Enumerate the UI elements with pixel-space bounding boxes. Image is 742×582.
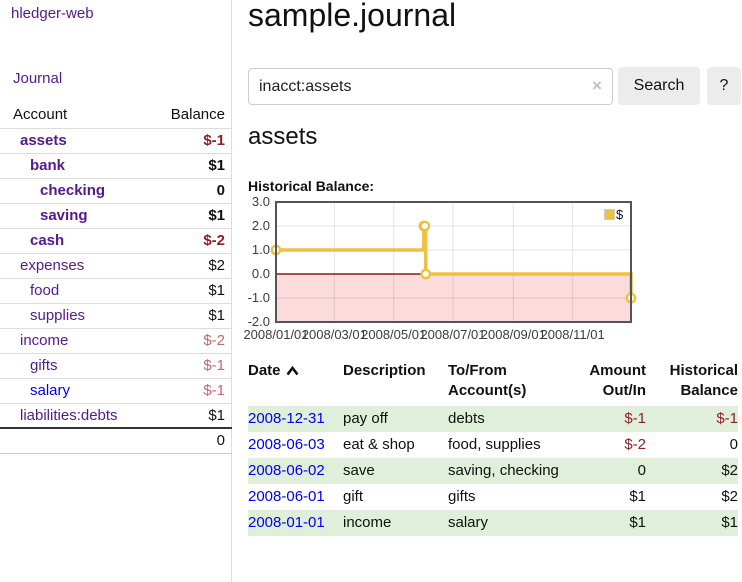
transaction-date-link[interactable]: 2008-01-01: [248, 514, 325, 531]
account-row: supplies $1: [0, 303, 232, 329]
account-row: gifts $-1: [0, 353, 232, 379]
accounts-header-account: Account: [0, 102, 148, 129]
legend-label: $: [616, 207, 624, 222]
account-balance: $-1: [148, 353, 232, 379]
account-row: bank $1: [0, 153, 232, 179]
account-link-income[interactable]: income: [20, 332, 69, 349]
nav-journal-link[interactable]: Journal: [13, 70, 63, 87]
register-header-balance: Historical Balance: [669, 362, 738, 399]
chart-legend: $: [604, 207, 623, 222]
transaction-accounts: debts: [448, 410, 485, 427]
transaction-description: gift: [343, 488, 364, 505]
help-button[interactable]: ?: [707, 67, 741, 105]
account-row: expenses $2: [0, 253, 232, 279]
account-link-supplies[interactable]: supplies: [30, 307, 86, 324]
register-row: 2008-06-01 gift gifts $1 $2: [248, 484, 738, 510]
chart-point-marker: [420, 268, 432, 280]
register-header-description: Description: [343, 362, 426, 379]
transaction-description: save: [343, 462, 375, 479]
accounts-total-balance: 0: [148, 427, 232, 454]
account-balance: $-2: [148, 328, 232, 354]
sort-ascending-icon: [285, 365, 299, 376]
accounts-table: Account Balance assets $-1 bank $1 check…: [0, 102, 232, 454]
register-header-accounts: To/From Account(s): [448, 362, 527, 399]
transaction-amount: $-1: [624, 410, 646, 427]
account-balance: $1: [148, 153, 232, 179]
chart-negative-region: [276, 274, 631, 322]
transaction-amount: 0: [637, 462, 646, 479]
account-row: saving $1: [0, 203, 232, 229]
register-row: 2008-01-01 income salary $1 $1: [248, 510, 738, 536]
transaction-description: eat & shop: [343, 436, 415, 453]
chart-title: Historical Balance:: [248, 178, 375, 194]
account-balance: $1: [148, 303, 232, 329]
transaction-balance: $2: [721, 462, 738, 479]
account-balance: $-2: [148, 228, 232, 254]
account-link-food[interactable]: food: [30, 282, 60, 299]
account-page-title: assets: [248, 123, 318, 150]
search-input[interactable]: [248, 68, 613, 105]
account-link-gifts[interactable]: gifts: [30, 357, 58, 374]
transaction-date-link[interactable]: 2008-06-02: [248, 462, 325, 479]
account-link-bank[interactable]: bank: [30, 157, 66, 174]
transaction-date-link[interactable]: 2008-06-03: [248, 436, 325, 453]
transaction-amount: $1: [629, 514, 646, 531]
register-row: 2008-12-31 pay off debts $-1 $-1: [248, 406, 738, 432]
account-balance: $2: [148, 253, 232, 279]
transaction-date-link[interactable]: 2008-06-01: [248, 488, 325, 505]
account-link-checking[interactable]: checking: [40, 182, 106, 199]
account-link-expenses[interactable]: expenses: [20, 257, 85, 274]
search-button[interactable]: Search: [618, 67, 700, 105]
transaction-balance: $-1: [716, 410, 738, 427]
account-row: cash $-2: [0, 228, 232, 254]
transaction-amount: $1: [629, 488, 646, 505]
register-row: 2008-06-03 eat & shop food, supplies $-2…: [248, 432, 738, 458]
accounts-total-row: 0: [0, 427, 232, 454]
transaction-accounts: food, supplies: [448, 436, 541, 453]
account-link-saving[interactable]: saving: [40, 207, 88, 224]
chart-point-marker: [419, 220, 431, 232]
register-header-amount: Amount Out/In: [589, 362, 646, 399]
transaction-accounts: gifts: [448, 488, 476, 505]
account-balance: $-1: [148, 128, 232, 154]
transaction-balance: $2: [721, 488, 738, 505]
account-link-liabilities-debts[interactable]: liabilities:debts: [20, 406, 118, 424]
account-balance: $1: [148, 203, 232, 229]
clear-search-icon[interactable]: ×: [592, 76, 602, 95]
accounts-header-balance: Balance: [148, 102, 232, 129]
transaction-amount: $-2: [624, 436, 646, 453]
account-row: food $1: [0, 278, 232, 304]
app-brand-link[interactable]: hledger-web: [11, 5, 94, 22]
page-title: sample.journal: [248, 0, 457, 33]
account-balance: $-1: [148, 378, 232, 404]
account-row: checking 0: [0, 178, 232, 204]
register-table: Date Description To/From Account(s) Amou…: [248, 361, 738, 536]
transaction-accounts: saving, checking: [448, 462, 559, 479]
legend-swatch-icon: [604, 209, 615, 220]
account-balance: $1: [148, 278, 232, 304]
account-link-assets[interactable]: assets: [20, 132, 67, 149]
account-balance: 0: [148, 178, 232, 204]
transaction-accounts: salary: [448, 514, 489, 531]
sidebar: hledger-web Journal Account Balance asse…: [0, 0, 232, 582]
register-row: 2008-06-02 save saving, checking 0 $2: [248, 458, 738, 484]
account-balance: $1: [148, 403, 232, 429]
transaction-date-link[interactable]: 2008-12-31: [248, 410, 325, 427]
chart-plot-border: [275, 201, 632, 323]
transaction-description: pay off: [343, 410, 388, 427]
transaction-description: income: [343, 514, 392, 531]
account-row: assets $-1: [0, 128, 232, 154]
account-row: salary $-1: [0, 378, 232, 404]
account-link-cash[interactable]: cash: [30, 232, 65, 249]
account-link-salary[interactable]: salary: [30, 382, 71, 399]
register-header-date[interactable]: Date: [248, 361, 343, 406]
account-row: income $-2: [0, 328, 232, 354]
transaction-balance: 0: [729, 436, 738, 453]
transaction-balance: $1: [721, 514, 738, 531]
